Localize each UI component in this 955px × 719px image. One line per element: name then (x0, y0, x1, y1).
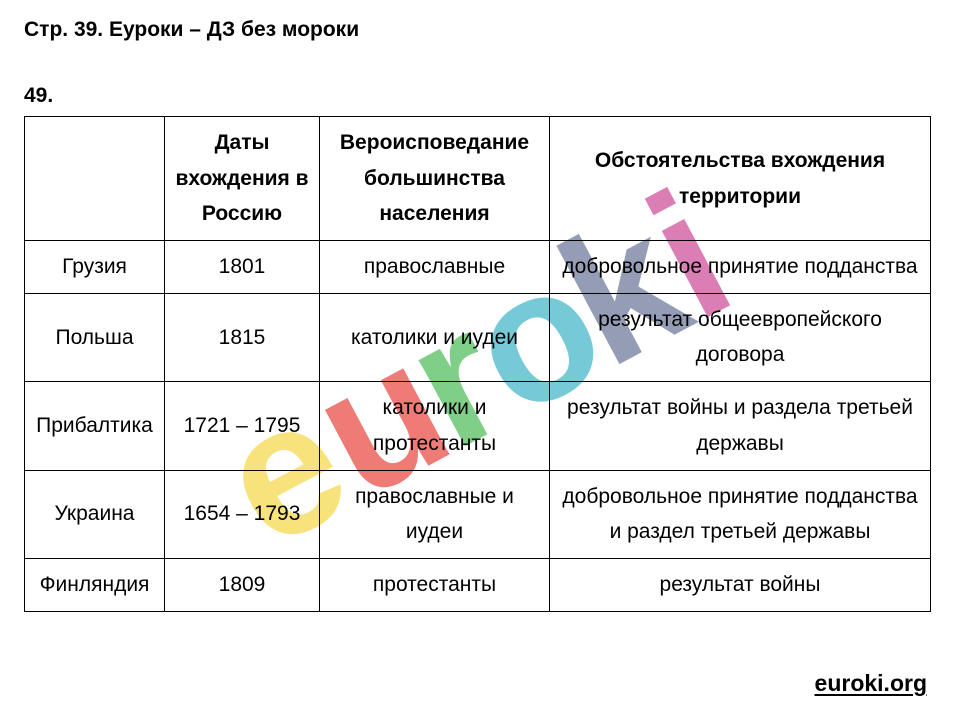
table-row: Прибалтика 1721 – 1795 католики и протес… (25, 382, 931, 470)
cell-dates: 1721 – 1795 (165, 382, 320, 470)
table-row: Польша 1815 католики и иудеи результат о… (25, 293, 931, 381)
cell-circumstances: результат войны и раздела третьей держав… (550, 382, 931, 470)
table-row: Украина 1654 – 1793 православные и иудеи… (25, 470, 931, 558)
cell-dates: 1654 – 1793 (165, 470, 320, 558)
cell-circumstances: добровольное принятие подданства (550, 241, 931, 294)
cell-dates: 1809 (165, 558, 320, 611)
cell-region: Прибалтика (25, 382, 165, 470)
cell-dates: 1815 (165, 293, 320, 381)
header-dates: Даты вхождения в Россию (165, 117, 320, 241)
cell-religion: православные и иудеи (320, 470, 550, 558)
cell-circumstances: результат войны (550, 558, 931, 611)
header-circumstances: Обстоятельства вхождения территории (550, 117, 931, 241)
cell-dates: 1801 (165, 241, 320, 294)
cell-region: Украина (25, 470, 165, 558)
exercise-number: 49. (24, 84, 931, 108)
table-row: Грузия 1801 православные добровольное пр… (25, 241, 931, 294)
cell-circumstances: добровольное принятие подданства и разде… (550, 470, 931, 558)
cell-region: Польша (25, 293, 165, 381)
cell-religion: православные (320, 241, 550, 294)
cell-circumstances: результат общеевропейского договора (550, 293, 931, 381)
cell-religion: католики и иудеи (320, 293, 550, 381)
cell-religion: католики и протестанты (320, 382, 550, 470)
cell-region: Грузия (25, 241, 165, 294)
cell-religion: протестанты (320, 558, 550, 611)
table-row: Финляндия 1809 протестанты результат вой… (25, 558, 931, 611)
header-region (25, 117, 165, 241)
page-header: Стр. 39. Еуроки – ДЗ без мороки (24, 18, 931, 42)
history-table: Даты вхождения в Россию Вероисповедание … (24, 116, 931, 612)
header-religion: Вероисповедание большинства населения (320, 117, 550, 241)
table-header-row: Даты вхождения в Россию Вероисповедание … (25, 117, 931, 241)
footer-link[interactable]: euroki.org (815, 670, 927, 697)
cell-region: Финляндия (25, 558, 165, 611)
